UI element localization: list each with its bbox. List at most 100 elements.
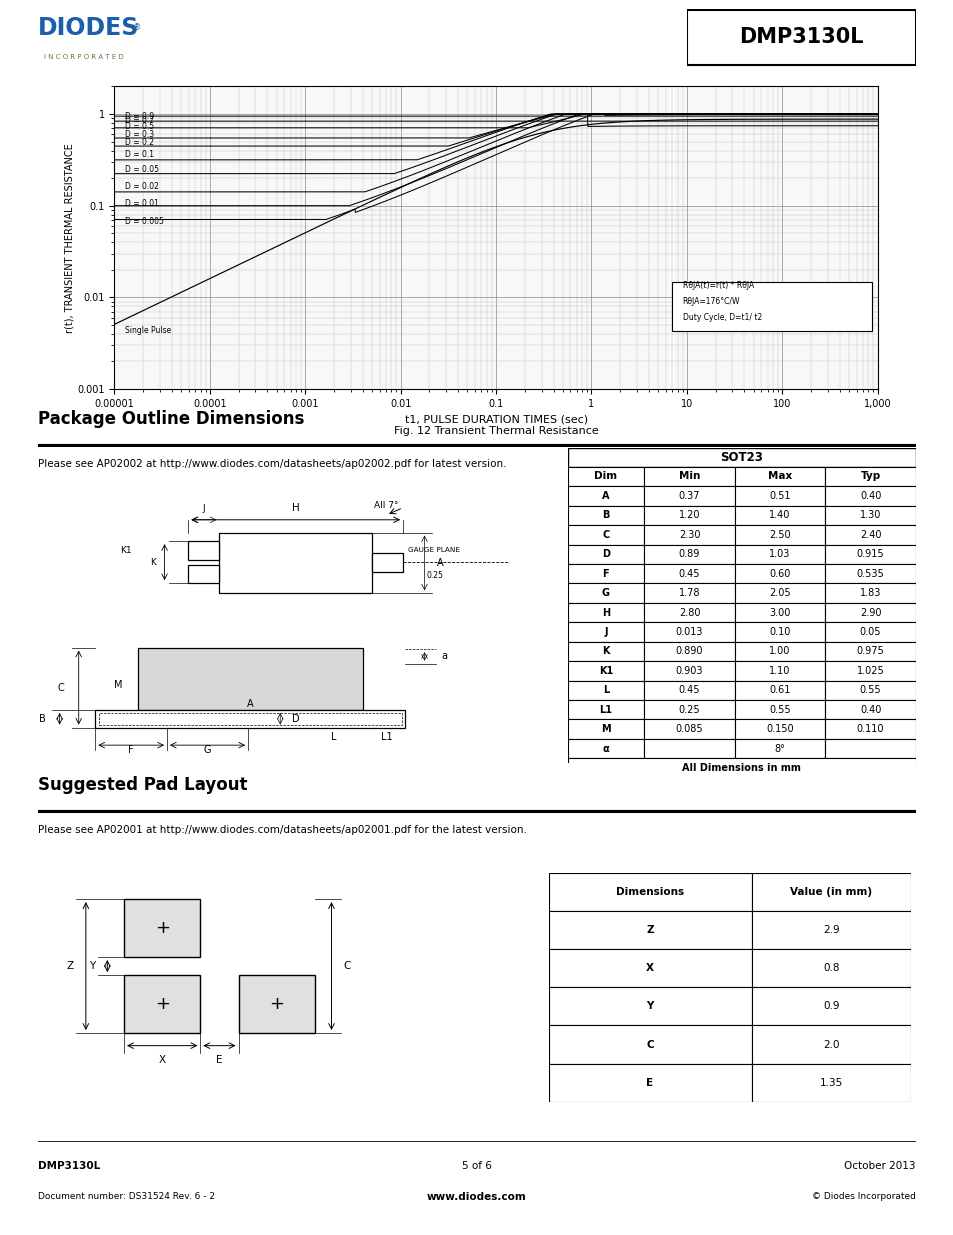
Text: M: M [600, 724, 610, 735]
Bar [734, 525, 824, 545]
Text: 0.085: 0.085 [675, 724, 702, 735]
Text: 0.60: 0.60 [768, 568, 790, 579]
Bar [567, 467, 643, 487]
Text: Document number: DS31524 Rev. 6 - 2: Document number: DS31524 Rev. 6 - 2 [38, 1192, 215, 1202]
Bar [567, 603, 643, 622]
Bar [734, 739, 824, 758]
Text: 0.40: 0.40 [859, 705, 881, 715]
Text: ®: ® [132, 23, 141, 32]
Text: 0.05: 0.05 [859, 627, 881, 637]
Text: A: A [601, 492, 609, 501]
Text: RθJA=176°C/W: RθJA=176°C/W [681, 298, 740, 306]
Text: +: + [154, 919, 170, 937]
Bar [672, 282, 871, 331]
Text: C: C [57, 683, 65, 693]
Text: +: + [154, 995, 170, 1013]
Text: K1: K1 [120, 546, 132, 555]
Text: Single Pulse: Single Pulse [125, 326, 172, 335]
Text: 8°: 8° [774, 743, 784, 753]
Text: L: L [602, 685, 608, 695]
Text: C: C [601, 530, 609, 540]
Text: E: E [216, 1055, 222, 1065]
Text: D = 0.02: D = 0.02 [125, 182, 159, 190]
Text: 2.0: 2.0 [822, 1040, 839, 1050]
Bar [548, 988, 751, 1025]
Text: K: K [601, 646, 609, 657]
Bar [372, 553, 403, 572]
Text: All Dimensions in mm: All Dimensions in mm [681, 763, 801, 773]
Text: 0.110: 0.110 [856, 724, 883, 735]
Text: 1.35: 1.35 [819, 1078, 842, 1088]
Text: I N C O R P O R A T E D: I N C O R P O R A T E D [44, 54, 124, 61]
Bar [824, 583, 915, 603]
Text: G: G [601, 588, 609, 598]
Text: H: H [292, 503, 299, 513]
Text: 0.915: 0.915 [856, 550, 883, 559]
Bar [824, 622, 915, 642]
Bar [824, 720, 915, 739]
Bar [824, 642, 915, 661]
Text: 2.40: 2.40 [859, 530, 881, 540]
Bar [643, 661, 734, 680]
Bar [643, 525, 734, 545]
Text: 1.78: 1.78 [678, 588, 700, 598]
Text: X: X [645, 963, 654, 973]
Text: +: + [269, 995, 284, 1013]
Bar [734, 487, 824, 505]
Bar [824, 661, 915, 680]
Bar [567, 680, 643, 700]
Text: Please see AP02001 at http://www.diodes.com/datasheets/ap02001.pdf for the lates: Please see AP02001 at http://www.diodes.… [38, 825, 526, 835]
Text: K: K [150, 558, 155, 567]
Text: 0.25: 0.25 [678, 705, 700, 715]
Bar [734, 661, 824, 680]
Text: 0.37: 0.37 [678, 492, 700, 501]
Text: 0.45: 0.45 [678, 568, 700, 579]
Text: 0.975: 0.975 [856, 646, 883, 657]
Bar [567, 525, 643, 545]
Bar [824, 680, 915, 700]
Text: G: G [204, 745, 211, 755]
Text: 0.55: 0.55 [768, 705, 790, 715]
Bar [548, 950, 751, 988]
Text: Min: Min [679, 472, 700, 482]
Text: 1.83: 1.83 [859, 588, 881, 598]
Bar [643, 487, 734, 505]
Text: Typ: Typ [860, 472, 880, 482]
Text: 0.51: 0.51 [768, 492, 790, 501]
Bar [751, 988, 910, 1025]
Bar [643, 680, 734, 700]
Text: 0.55: 0.55 [859, 685, 881, 695]
Text: Max: Max [767, 472, 791, 482]
Text: 1.20: 1.20 [678, 510, 700, 520]
Text: 2.30: 2.30 [678, 530, 700, 540]
Text: 0.61: 0.61 [768, 685, 790, 695]
Bar [734, 603, 824, 622]
Text: 1.00: 1.00 [768, 646, 790, 657]
Bar [567, 545, 643, 564]
Text: 0.150: 0.150 [765, 724, 793, 735]
Bar [751, 1063, 910, 1102]
Text: F: F [602, 568, 609, 579]
Bar [734, 642, 824, 661]
Bar [824, 525, 915, 545]
X-axis label: t1, PULSE DURATION TIMES (sec)
Fig. 12 Transient Thermal Resistance: t1, PULSE DURATION TIMES (sec) Fig. 12 T… [394, 414, 598, 436]
Text: 0.10: 0.10 [768, 627, 790, 637]
Text: 0.89: 0.89 [679, 550, 700, 559]
Text: Y: Y [89, 961, 95, 971]
Text: 2.05: 2.05 [768, 588, 790, 598]
Bar [567, 661, 643, 680]
Bar [567, 622, 643, 642]
Text: 2.80: 2.80 [678, 608, 700, 618]
Text: J: J [603, 627, 607, 637]
Text: 2.90: 2.90 [859, 608, 881, 618]
Text: 1.10: 1.10 [768, 666, 790, 676]
Bar [824, 467, 915, 487]
Text: Package Outline Dimensions: Package Outline Dimensions [38, 410, 304, 427]
Text: 0.903: 0.903 [675, 666, 702, 676]
Bar [643, 622, 734, 642]
Bar [734, 700, 824, 720]
Bar [238, 976, 314, 1032]
Text: GAUGE PLANE: GAUGE PLANE [408, 547, 459, 553]
Bar [548, 1025, 751, 1063]
Text: www.diodes.com: www.diodes.com [427, 1192, 526, 1202]
